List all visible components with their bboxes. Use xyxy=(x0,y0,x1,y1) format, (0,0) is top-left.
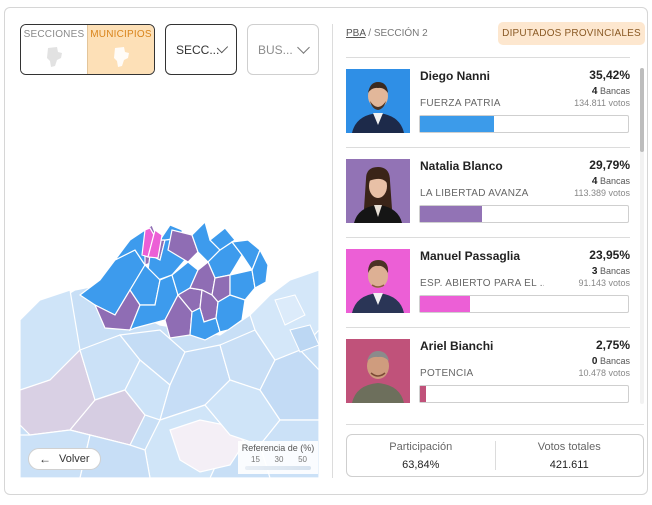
candidate-party: LA LIBERTAD AVANZA xyxy=(420,188,529,199)
candidate-bancas: 4 Bancas xyxy=(592,86,630,97)
candidate-bancas: 4 Bancas xyxy=(592,176,630,187)
province-map-icon xyxy=(47,47,62,67)
row-divider xyxy=(346,237,630,238)
municipios-toggle-button[interactable]: MUNICIPIOS xyxy=(87,25,154,74)
candidate-name: Diego Nanni xyxy=(420,69,491,83)
vote-share-fill xyxy=(420,386,426,402)
legend-tick: 15 xyxy=(251,455,260,464)
row-divider xyxy=(346,147,630,148)
map-region xyxy=(209,227,236,251)
map-region xyxy=(215,294,246,333)
vote-share-fill xyxy=(420,296,470,312)
map-region xyxy=(147,229,163,259)
bancas-label: Bancas xyxy=(599,176,630,186)
header-divider xyxy=(346,57,630,58)
candidate-row: Manuel Passaglia ESP. ABIERTO PARA EL ..… xyxy=(346,238,630,328)
candidate-list-scrollbar[interactable] xyxy=(640,68,644,404)
category-badge: DIPUTADOS PROVINCIALES xyxy=(498,22,645,45)
participacion-label: Participación xyxy=(389,440,453,453)
municipios-label: MUNICIPIOS xyxy=(90,29,152,40)
candidate-list: Diego Nanni FUERZA PATRIA 35,42% 4 Banca… xyxy=(346,58,630,405)
candidate-percent: 23,95% xyxy=(589,248,630,262)
totals-panel: Participación 63,84% Votos totales 421.6… xyxy=(346,434,644,477)
map-region xyxy=(189,307,221,341)
province-map-icon xyxy=(114,47,129,67)
legend-ticks: 15 30 50 xyxy=(241,453,315,464)
map-region xyxy=(274,294,306,326)
breadcrumb-separator: / xyxy=(368,28,372,39)
candidate-party: POTENCIA xyxy=(420,368,474,379)
panel-divider xyxy=(332,24,333,478)
candidate-party: FUERZA PATRIA xyxy=(420,98,501,109)
candidate-party: ESP. ABIERTO PARA EL ... xyxy=(420,278,544,289)
map-region xyxy=(251,248,269,289)
candidate-row: Ariel Bianchi POTENCIA 2,75% 0 Bancas 10… xyxy=(346,328,630,405)
map-region xyxy=(229,269,256,301)
seccion-dropdown[interactable]: SECC... xyxy=(165,24,237,75)
breadcrumb: PBA / SECCIÓN 2 xyxy=(346,28,428,39)
candidate-percent: 35,42% xyxy=(589,68,630,82)
candidate-row: Diego Nanni FUERZA PATRIA 35,42% 4 Banca… xyxy=(346,58,630,148)
candidate-name: Ariel Bianchi xyxy=(420,339,494,353)
map-region xyxy=(169,419,246,473)
candidate-votes: 113.389 votos xyxy=(574,188,630,198)
back-label: Volver xyxy=(59,453,90,465)
totals-divider xyxy=(346,424,644,425)
bancas-count: 4 xyxy=(591,176,598,187)
votos-totales-value: 421.611 xyxy=(549,458,589,471)
candidate-bancas: 0 Bancas xyxy=(592,356,630,367)
participacion-value: 63,84% xyxy=(402,458,440,471)
vote-share-fill xyxy=(420,206,482,222)
candidate-votes: 91.143 votos xyxy=(578,278,630,288)
candidate-name: Natalia Blanco xyxy=(420,159,503,173)
map-legend: Referencia de (%) 15 30 50 xyxy=(238,441,318,474)
candidate-name: Manuel Passaglia xyxy=(420,249,521,263)
candidate-votes: 134.811 votos xyxy=(574,98,630,108)
level-toggle: SECCIONES MUNICIPIOS xyxy=(20,24,155,75)
seccion-dropdown-value: SECC... xyxy=(176,42,220,57)
vote-share-bar xyxy=(419,295,629,313)
vote-share-bar xyxy=(419,385,629,403)
candidate-photo xyxy=(346,249,410,313)
legend-title: Referencia de (%) xyxy=(241,443,315,453)
buscar-dropdown[interactable]: BUS... xyxy=(247,24,319,75)
map-region xyxy=(79,434,151,478)
map-region xyxy=(289,324,319,353)
arrow-left-icon: ← xyxy=(39,452,51,466)
row-divider xyxy=(346,327,630,328)
vote-share-bar xyxy=(419,115,629,133)
bancas-label: Bancas xyxy=(599,86,630,96)
back-button[interactable]: ← Volver xyxy=(28,448,101,470)
candidate-votes: 10.478 votos xyxy=(578,368,630,378)
candidate-photo xyxy=(346,69,410,133)
bancas-count: 4 xyxy=(591,86,598,97)
candidate-row: Natalia Blanco LA LIBERTAD AVANZA 29,79%… xyxy=(346,148,630,238)
municipal-map[interactable] xyxy=(20,90,319,478)
votos-totales-stat: Votos totales 421.611 xyxy=(494,440,644,471)
candidate-percent: 2,75% xyxy=(595,338,630,352)
votos-totales-label: Votos totales xyxy=(537,440,601,453)
buscar-dropdown-value: BUS... xyxy=(258,42,293,57)
bancas-label: Bancas xyxy=(599,266,630,276)
candidate-photo xyxy=(346,159,410,223)
bancas-label: Bancas xyxy=(599,356,630,366)
vote-share-bar xyxy=(419,205,629,223)
breadcrumb-root-link[interactable]: PBA xyxy=(346,28,366,39)
legend-scale-bar xyxy=(245,466,311,470)
candidate-photo xyxy=(346,339,410,403)
scrollbar-thumb[interactable] xyxy=(640,68,644,152)
bancas-count: 3 xyxy=(591,266,598,277)
legend-tick: 30 xyxy=(274,455,284,464)
participacion-stat: Participación 63,84% xyxy=(347,435,495,476)
candidate-bancas: 3 Bancas xyxy=(592,266,630,277)
secciones-label: SECCIONES xyxy=(23,29,85,40)
vote-share-fill xyxy=(420,116,494,132)
breadcrumb-current: SECCIÓN 2 xyxy=(373,28,428,39)
secciones-toggle-button[interactable]: SECCIONES xyxy=(21,25,87,74)
map-region xyxy=(124,359,171,421)
candidate-percent: 29,79% xyxy=(589,158,630,172)
bancas-count: 0 xyxy=(591,356,598,367)
legend-tick: 50 xyxy=(298,455,307,464)
chevron-down-icon xyxy=(297,40,310,54)
